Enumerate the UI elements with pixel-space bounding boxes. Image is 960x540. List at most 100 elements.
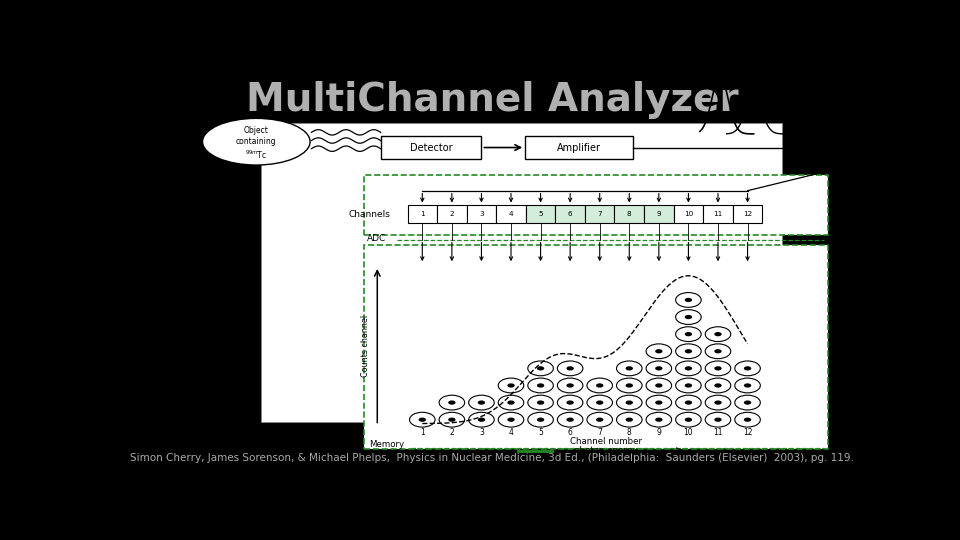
Circle shape (616, 395, 642, 410)
Bar (614, 205, 644, 222)
Circle shape (676, 309, 701, 325)
Circle shape (468, 395, 494, 410)
Circle shape (714, 332, 722, 336)
Circle shape (478, 401, 485, 404)
Circle shape (706, 327, 731, 341)
Circle shape (498, 395, 524, 410)
Circle shape (655, 349, 662, 353)
Text: 6: 6 (567, 211, 572, 217)
Text: Channel number: Channel number (569, 437, 641, 447)
Text: 1: 1 (420, 428, 424, 437)
Text: Counts channel: Counts channel (361, 315, 370, 377)
Text: 4: 4 (509, 211, 514, 217)
Text: Amplifier: Amplifier (557, 143, 601, 152)
Text: 1: 1 (420, 211, 424, 217)
Circle shape (744, 383, 752, 388)
Circle shape (558, 361, 583, 376)
Bar (732, 205, 762, 222)
Circle shape (596, 383, 604, 388)
Text: 3: 3 (479, 428, 484, 437)
Bar (380, 136, 481, 159)
Circle shape (439, 413, 465, 427)
Text: Memory: Memory (370, 440, 404, 449)
Bar (525, 136, 633, 159)
Bar (364, 245, 828, 449)
Circle shape (676, 378, 701, 393)
Circle shape (676, 413, 701, 427)
Circle shape (684, 383, 692, 388)
Text: 6: 6 (567, 428, 572, 437)
Text: 12: 12 (743, 428, 753, 437)
Circle shape (537, 383, 544, 388)
Bar (674, 205, 703, 222)
Text: 5: 5 (539, 428, 543, 437)
Text: photon energy: photon energy (574, 446, 637, 455)
Circle shape (528, 361, 553, 376)
Circle shape (706, 344, 731, 359)
Circle shape (655, 366, 662, 370)
Text: 2: 2 (449, 428, 454, 437)
Circle shape (676, 395, 701, 410)
Circle shape (566, 417, 574, 422)
Circle shape (676, 327, 701, 341)
Circle shape (507, 417, 515, 422)
Circle shape (448, 417, 456, 422)
Circle shape (587, 413, 612, 427)
Circle shape (558, 395, 583, 410)
Text: Output pulses
from amplifier: Output pulses from amplifier (754, 73, 807, 93)
Circle shape (734, 361, 760, 376)
Circle shape (528, 378, 553, 393)
Circle shape (646, 395, 672, 410)
Circle shape (744, 366, 752, 370)
Bar (703, 205, 732, 222)
Text: 9: 9 (657, 211, 661, 217)
Circle shape (478, 417, 485, 422)
Circle shape (507, 383, 515, 388)
Circle shape (566, 383, 574, 388)
Text: Object
containing: Object containing (236, 126, 276, 146)
Circle shape (587, 378, 612, 393)
Circle shape (676, 293, 701, 307)
Circle shape (655, 401, 662, 404)
Circle shape (734, 413, 760, 427)
Circle shape (498, 413, 524, 427)
Circle shape (537, 401, 544, 404)
Circle shape (706, 413, 731, 427)
Circle shape (655, 383, 662, 388)
Circle shape (646, 361, 672, 376)
Circle shape (646, 413, 672, 427)
Circle shape (676, 361, 701, 376)
Circle shape (744, 401, 752, 404)
Text: 10: 10 (684, 211, 693, 217)
Ellipse shape (203, 118, 310, 165)
Text: 5: 5 (539, 211, 543, 217)
Circle shape (616, 413, 642, 427)
Text: 7: 7 (597, 211, 602, 217)
Text: 12: 12 (743, 211, 753, 217)
Circle shape (498, 378, 524, 393)
Bar (585, 205, 614, 222)
Circle shape (706, 378, 731, 393)
Circle shape (734, 378, 760, 393)
Circle shape (646, 378, 672, 393)
Circle shape (684, 349, 692, 353)
Circle shape (596, 417, 604, 422)
Bar (644, 205, 674, 222)
Circle shape (507, 401, 515, 404)
Circle shape (744, 417, 752, 422)
Text: 10: 10 (684, 428, 693, 437)
Circle shape (537, 366, 544, 370)
Bar (526, 205, 555, 222)
Bar (496, 205, 526, 222)
Text: 4: 4 (509, 428, 514, 437)
Circle shape (706, 361, 731, 376)
Text: 11: 11 (713, 428, 723, 437)
Circle shape (587, 395, 612, 410)
Circle shape (626, 366, 633, 370)
Circle shape (616, 378, 642, 393)
Text: ADC: ADC (367, 234, 387, 242)
Circle shape (684, 401, 692, 404)
Text: 11: 11 (713, 211, 723, 217)
Circle shape (676, 344, 701, 359)
Circle shape (626, 417, 633, 422)
